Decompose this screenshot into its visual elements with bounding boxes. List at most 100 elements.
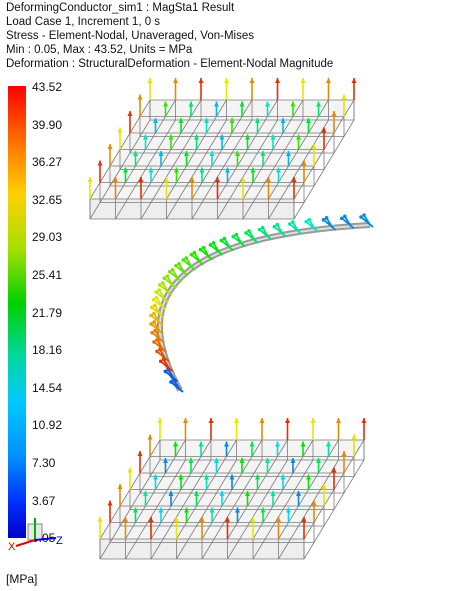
force-arrowhead	[214, 458, 219, 463]
force-arrowhead	[137, 451, 143, 456]
force-arrowhead	[173, 78, 178, 83]
force-arrowhead	[87, 177, 93, 182]
force-arrowhead	[321, 484, 327, 489]
force-arrowhead	[310, 418, 316, 423]
conductor-force-arrowhead	[153, 328, 157, 333]
force-arrowhead	[239, 458, 245, 463]
conductor-force-arrow	[160, 360, 174, 372]
force-arrowhead	[215, 177, 220, 182]
force-arrowhead	[198, 78, 204, 83]
conductor-force-arrowhead	[307, 217, 312, 222]
conductor-force-arrowhead	[153, 303, 157, 308]
conductor-force-arrowhead	[155, 349, 159, 354]
force-arrowhead	[143, 491, 148, 496]
force-arrowhead	[219, 491, 225, 496]
legend-tick-label: 32.65	[32, 192, 63, 207]
force-arrowhead	[239, 101, 245, 107]
conductor-force-arrowhead	[154, 295, 159, 300]
force-arrowhead	[178, 118, 184, 123]
color-legend-bar	[8, 86, 26, 538]
conductor-force-arrowhead	[247, 229, 251, 233]
conductor-force-arrowhead	[160, 281, 165, 285]
conductor-force-arrowhead	[163, 369, 168, 374]
stress-type-info: Stress - Element-Nodal, Unaveraged, Von-…	[6, 30, 254, 42]
force-arrowhead	[174, 167, 179, 173]
conductor-force-arrow	[163, 277, 177, 289]
conductor-beam-highlight	[159, 224, 371, 391]
force-arrowhead	[148, 167, 154, 173]
conductor-force-arrowhead	[184, 256, 189, 260]
conductor-force-arrowhead	[157, 288, 162, 292]
conductor-force-arrowhead	[162, 276, 167, 281]
conductor-force-arrowhead	[208, 243, 213, 247]
conductor-force-arrow	[289, 223, 303, 235]
force-arrowhead	[225, 167, 230, 173]
force-arrowhead	[245, 134, 250, 140]
force-arrowhead	[209, 151, 215, 156]
conductor-force-arrow	[170, 381, 184, 393]
force-arrowhead	[321, 127, 327, 133]
force-arrowhead	[290, 101, 296, 107]
force-arrowhead	[235, 151, 240, 156]
conductor-force-arrowhead	[343, 214, 347, 219]
legend-tick-label: 14.54	[32, 380, 63, 395]
force-arrowhead	[296, 134, 301, 140]
conductor-force-arrowhead	[219, 238, 224, 243]
force-arrowhead	[133, 507, 138, 513]
force-arrowhead	[184, 507, 189, 513]
force-arrowhead	[147, 78, 153, 83]
force-arrowhead	[225, 517, 230, 522]
force-arrowhead	[260, 507, 266, 513]
conductor-force-arrowhead	[359, 215, 363, 219]
conductor-force-arrowhead	[150, 305, 154, 310]
force-arrowhead	[229, 118, 235, 123]
conductor-force-arrowhead	[155, 338, 159, 342]
force-arrowhead	[331, 467, 337, 473]
legend-tick-label: 43.52	[32, 80, 63, 94]
force-arrowhead	[276, 167, 281, 173]
force-arrowhead	[153, 118, 158, 123]
force-arrowhead	[336, 418, 341, 423]
force-arrowhead	[133, 151, 138, 156]
force-arrowhead	[249, 78, 255, 83]
force-arrowhead	[286, 151, 291, 156]
conductor-force-arrow	[245, 232, 259, 244]
conductor-force-arrowhead	[158, 359, 163, 364]
force-arrowhead	[157, 418, 163, 423]
conductor-force-arrow	[322, 219, 337, 231]
force-arrowhead	[255, 474, 260, 480]
conductor-force-arrow	[273, 225, 287, 238]
conductor-force-arrowhead	[201, 245, 206, 250]
force-arrowhead	[276, 517, 281, 522]
conductor-force-arrowhead	[260, 225, 265, 230]
force-arrowhead	[224, 441, 229, 447]
force-arrowhead	[351, 434, 357, 440]
conductor-force-arrowhead	[152, 311, 156, 316]
force-arrowhead	[153, 474, 158, 480]
force-arrowhead	[316, 101, 321, 107]
force-arrowhead	[280, 474, 286, 480]
force-arrowhead	[117, 127, 123, 133]
conductor-force-arrow	[156, 350, 170, 363]
force-arrowhead	[168, 491, 174, 496]
conductor-force-arrowhead	[211, 241, 216, 245]
conductor-force-arrowhead	[167, 270, 172, 274]
force-arrowhead	[311, 144, 317, 149]
force-arrowhead	[107, 500, 113, 506]
triad-x-label: X	[8, 541, 16, 553]
conductor-force-arrow	[182, 259, 196, 271]
force-arrowhead	[301, 517, 307, 522]
load-case-info: Load Case 1, Increment 1, 0 s	[6, 16, 161, 28]
force-arrowhead	[260, 151, 266, 156]
conductor-force-arrowhead	[287, 222, 292, 226]
force-arrowhead	[341, 94, 347, 100]
conductor-force-arrow	[232, 235, 246, 248]
force-arrowhead	[123, 517, 128, 522]
force-arrowhead	[147, 434, 153, 440]
legend-tick-label: 39.90	[32, 117, 63, 132]
legend-tick-label: 3.67	[32, 493, 56, 508]
conductor-force-arrowhead	[151, 297, 156, 302]
conductor-force-arrow	[209, 244, 224, 256]
force-arrowhead	[148, 517, 154, 522]
